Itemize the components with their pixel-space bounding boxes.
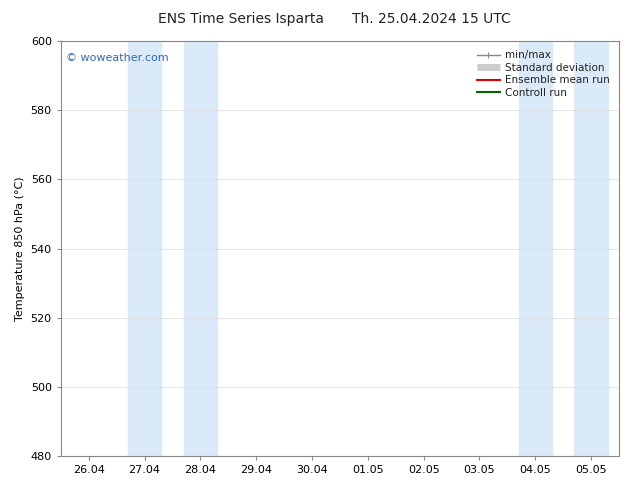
Text: Th. 25.04.2024 15 UTC: Th. 25.04.2024 15 UTC — [352, 12, 510, 26]
Text: © woweather.com: © woweather.com — [67, 53, 169, 64]
Bar — [184, 41, 217, 456]
Bar — [574, 41, 608, 456]
Text: ENS Time Series Isparta: ENS Time Series Isparta — [158, 12, 324, 26]
Y-axis label: Temperature 850 hPa (°C): Temperature 850 hPa (°C) — [15, 176, 25, 321]
Bar — [128, 41, 161, 456]
Legend: min/max, Standard deviation, Ensemble mean run, Controll run: min/max, Standard deviation, Ensemble me… — [474, 47, 612, 101]
Bar — [519, 41, 552, 456]
